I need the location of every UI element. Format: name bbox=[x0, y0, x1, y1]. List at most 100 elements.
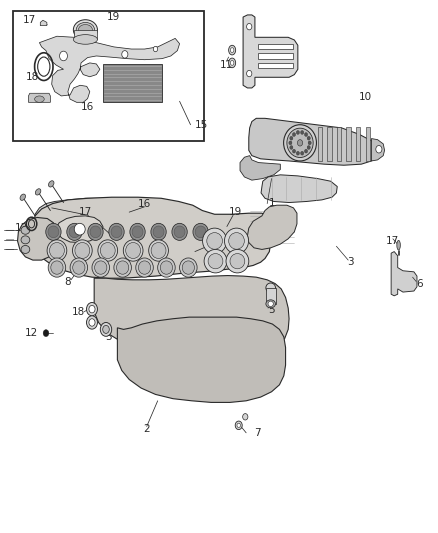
Ellipse shape bbox=[21, 245, 30, 253]
Ellipse shape bbox=[100, 243, 115, 259]
Ellipse shape bbox=[21, 236, 30, 244]
Ellipse shape bbox=[78, 25, 92, 35]
Polygon shape bbox=[247, 205, 297, 249]
Polygon shape bbox=[94, 276, 289, 356]
Ellipse shape bbox=[202, 228, 227, 254]
Ellipse shape bbox=[293, 149, 296, 153]
Text: 19: 19 bbox=[229, 207, 242, 217]
Ellipse shape bbox=[126, 243, 141, 259]
Text: 18: 18 bbox=[25, 72, 39, 82]
Text: 3: 3 bbox=[347, 257, 354, 267]
Ellipse shape bbox=[114, 258, 131, 277]
Ellipse shape bbox=[89, 305, 95, 313]
Ellipse shape bbox=[300, 151, 304, 155]
Ellipse shape bbox=[230, 47, 234, 53]
Polygon shape bbox=[240, 156, 280, 180]
Ellipse shape bbox=[229, 58, 236, 68]
Ellipse shape bbox=[271, 224, 276, 232]
Polygon shape bbox=[74, 30, 97, 39]
Text: 12: 12 bbox=[25, 328, 38, 338]
Ellipse shape bbox=[160, 261, 173, 274]
Ellipse shape bbox=[287, 128, 313, 158]
Ellipse shape bbox=[297, 140, 303, 146]
Ellipse shape bbox=[35, 189, 41, 195]
Polygon shape bbox=[258, 53, 293, 59]
Ellipse shape bbox=[148, 240, 168, 261]
Ellipse shape bbox=[122, 51, 128, 58]
Ellipse shape bbox=[226, 249, 249, 273]
Ellipse shape bbox=[92, 258, 110, 277]
Ellipse shape bbox=[132, 226, 143, 238]
Ellipse shape bbox=[124, 240, 143, 261]
Ellipse shape bbox=[35, 96, 44, 102]
Text: 4: 4 bbox=[276, 231, 283, 240]
Ellipse shape bbox=[76, 22, 95, 37]
Polygon shape bbox=[258, 63, 293, 68]
Text: 5: 5 bbox=[268, 305, 275, 315]
Ellipse shape bbox=[174, 226, 185, 238]
Polygon shape bbox=[318, 127, 322, 161]
Ellipse shape bbox=[86, 303, 97, 316]
Polygon shape bbox=[391, 252, 417, 296]
Text: 5: 5 bbox=[105, 332, 112, 342]
Polygon shape bbox=[261, 175, 337, 203]
Ellipse shape bbox=[290, 136, 293, 140]
Ellipse shape bbox=[230, 254, 245, 269]
Ellipse shape bbox=[297, 151, 300, 155]
Ellipse shape bbox=[180, 258, 197, 277]
Ellipse shape bbox=[43, 329, 49, 337]
Ellipse shape bbox=[51, 261, 63, 274]
Polygon shape bbox=[266, 288, 276, 304]
Ellipse shape bbox=[300, 131, 304, 134]
Ellipse shape bbox=[237, 423, 240, 427]
Ellipse shape bbox=[49, 243, 64, 259]
Text: 2: 2 bbox=[143, 424, 150, 434]
Ellipse shape bbox=[98, 240, 117, 261]
Ellipse shape bbox=[48, 258, 66, 277]
Polygon shape bbox=[117, 317, 286, 402]
Ellipse shape bbox=[86, 316, 97, 329]
Ellipse shape bbox=[225, 228, 249, 254]
Polygon shape bbox=[366, 127, 370, 161]
Ellipse shape bbox=[230, 60, 234, 66]
Ellipse shape bbox=[73, 20, 97, 40]
Polygon shape bbox=[371, 139, 385, 161]
Ellipse shape bbox=[266, 300, 276, 308]
Ellipse shape bbox=[75, 243, 90, 259]
Polygon shape bbox=[243, 15, 298, 88]
Ellipse shape bbox=[60, 51, 67, 61]
Ellipse shape bbox=[111, 226, 122, 238]
Ellipse shape bbox=[88, 223, 103, 240]
Ellipse shape bbox=[182, 261, 194, 274]
Text: 17: 17 bbox=[79, 207, 92, 217]
Ellipse shape bbox=[172, 223, 187, 240]
Text: 8: 8 bbox=[64, 278, 71, 287]
Ellipse shape bbox=[297, 131, 300, 134]
Polygon shape bbox=[40, 20, 47, 26]
Ellipse shape bbox=[89, 319, 95, 326]
Ellipse shape bbox=[46, 223, 61, 240]
Ellipse shape bbox=[102, 325, 109, 334]
Ellipse shape bbox=[204, 249, 227, 273]
Text: 19: 19 bbox=[107, 12, 120, 22]
Ellipse shape bbox=[153, 46, 158, 52]
Ellipse shape bbox=[117, 261, 129, 274]
Text: 7: 7 bbox=[254, 428, 261, 438]
Ellipse shape bbox=[95, 261, 107, 274]
Polygon shape bbox=[35, 198, 195, 228]
Polygon shape bbox=[33, 197, 271, 278]
Text: 14: 14 bbox=[111, 231, 124, 240]
Polygon shape bbox=[18, 217, 57, 260]
Polygon shape bbox=[327, 127, 332, 161]
Ellipse shape bbox=[151, 223, 166, 240]
Ellipse shape bbox=[243, 414, 248, 420]
Ellipse shape bbox=[307, 136, 310, 140]
Ellipse shape bbox=[130, 223, 145, 240]
Text: 16: 16 bbox=[81, 102, 94, 111]
Ellipse shape bbox=[20, 194, 25, 200]
Polygon shape bbox=[56, 216, 103, 243]
Ellipse shape bbox=[73, 261, 85, 274]
Ellipse shape bbox=[268, 301, 273, 306]
Text: 16: 16 bbox=[138, 199, 151, 208]
Text: 9: 9 bbox=[205, 240, 212, 250]
